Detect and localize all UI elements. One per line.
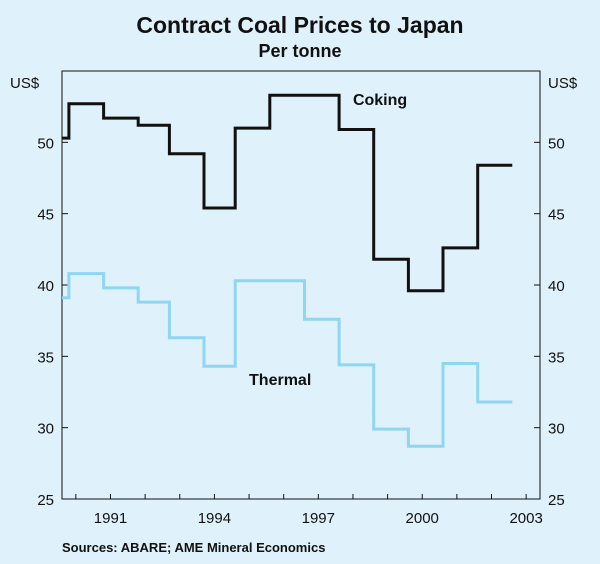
y-tick-label-left: 50 [37,135,54,152]
annotation-thermal: Thermal [249,372,311,389]
axis-ticks: 25 25 30 30 35 35 40 40 45 45 50 50 1991 1994 1997 2000… [37,135,564,527]
annotation-coking: Coking [353,92,407,109]
y-axis-label-right: US$ [548,75,578,92]
y-tick-label-left: 25 [37,492,54,509]
chart-subtitle: Per tonne [258,41,342,61]
y-tick-label-left: 35 [37,349,54,366]
x-tick-label: 2003 [509,510,542,527]
y-tick-label-left: 40 [37,278,54,295]
series-line-coking [62,93,513,293]
series-annotations: Coking Thermal [249,92,407,389]
y-tick-label-right: 30 [548,421,565,438]
y-tick-label-right: 50 [548,135,565,152]
y-axis-label-left: US$ [10,75,40,92]
y-tick-label-left: 45 [37,207,54,224]
plot-area [61,70,541,500]
x-tick-label: 2000 [406,510,439,527]
y-tick-label-right: 45 [548,207,565,224]
x-tick-label: 1994 [198,510,231,527]
series-lines [62,93,513,448]
chart-title: Contract Coal Prices to Japan [136,12,464,38]
y-tick-label-left: 30 [37,421,54,438]
x-tick-label: 1991 [94,510,127,527]
y-tick-label-right: 25 [548,492,565,509]
x-tick-label: 1997 [302,510,335,527]
y-tick-label-right: 40 [548,278,565,295]
source-note: Sources: ABARE; AME Mineral Economics [62,540,326,555]
y-tick-label-right: 35 [548,349,565,366]
series-line-thermal [62,272,513,448]
